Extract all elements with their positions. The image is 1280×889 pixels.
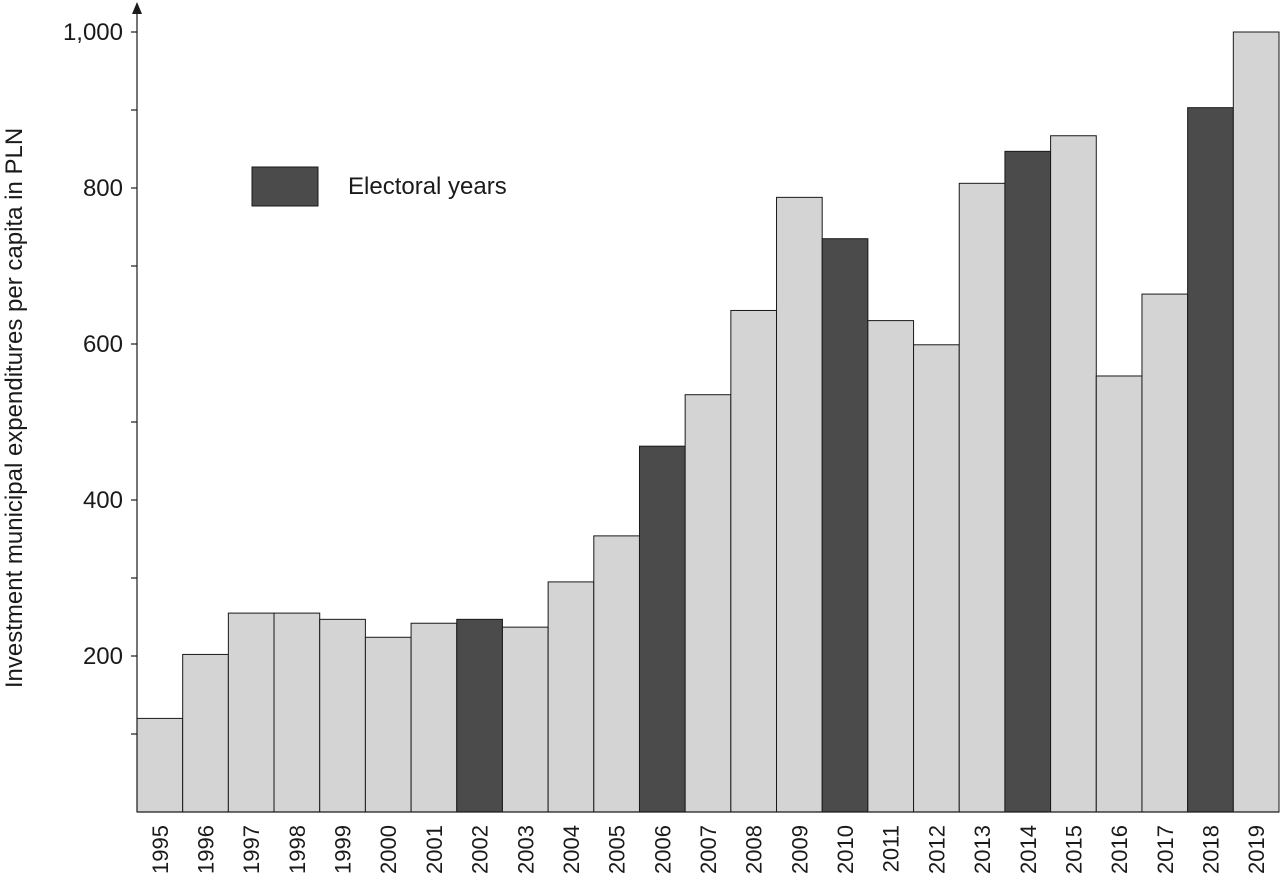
y-tick-label: 800 [83, 175, 123, 202]
bar-2013 [958, 182, 1006, 813]
x-tick-label: 1997 [239, 825, 264, 874]
x-tick-label: 2003 [513, 825, 538, 874]
bar-2012 [913, 344, 960, 813]
x-tick-label: 2018 [1198, 825, 1223, 874]
y-tick-label: 1,000 [63, 19, 123, 46]
bar-2005 [593, 535, 640, 813]
bar-2010 [821, 238, 869, 813]
bar-2001 [410, 622, 458, 813]
x-tick-label: 2002 [468, 825, 493, 874]
x-tick-label: 2015 [1061, 825, 1086, 874]
bar-2019 [1232, 31, 1280, 813]
bar-2011 [867, 320, 915, 813]
x-tick-label: 2008 [742, 825, 767, 874]
x-tick-label: 2016 [1107, 825, 1132, 874]
bar-2004 [547, 581, 595, 813]
bars-group [136, 31, 1280, 813]
x-tick-label: 1996 [194, 825, 219, 874]
bar-1997 [227, 612, 275, 813]
x-tick-label: 2000 [376, 825, 401, 874]
bar-1998 [273, 612, 321, 813]
legend-swatch-electoral [251, 166, 319, 207]
bar-2014 [1004, 150, 1052, 813]
y-tick-label: 400 [83, 487, 123, 514]
x-tick-label: 2013 [970, 825, 995, 874]
x-tick-label: 1999 [331, 825, 356, 874]
x-tick-label: 2014 [1016, 825, 1041, 874]
bar-1995 [136, 717, 184, 813]
bar-1999 [319, 618, 366, 813]
y-axis-label: Investment municipal expenditures per ca… [1, 128, 28, 688]
x-tick-label: 2010 [833, 825, 858, 874]
x-tick-label: 1998 [285, 825, 310, 874]
x-tick-label: 1995 [148, 825, 173, 874]
x-tick-label: 2012 [924, 825, 949, 874]
bar-2018 [1187, 107, 1234, 813]
y-axis-arrow-icon [132, 2, 142, 14]
axes-group [132, 2, 1279, 813]
x-tick-label: 2001 [422, 825, 447, 874]
x-tick-label: 2007 [696, 825, 721, 874]
x-labels-group: 1995 1996 1997 1998 1999 2000 2001 2002 2003 2004… [148, 825, 1269, 874]
x-tick-label: 2006 [650, 825, 675, 874]
legend-label: Electoral years [348, 173, 507, 200]
x-tick-label: 2005 [605, 825, 630, 874]
bar-2008 [730, 309, 778, 813]
x-tick-label: 2011 [879, 825, 904, 872]
y-tick-label: 600 [83, 331, 123, 358]
bar-2016 [1095, 375, 1143, 813]
legend: Electoral years [251, 166, 507, 207]
bar-2000 [364, 636, 412, 813]
bar-2017 [1141, 293, 1189, 813]
bar-2002 [456, 618, 503, 813]
bar-2003 [501, 626, 549, 813]
bar-2007 [684, 394, 732, 813]
bar-1996 [182, 653, 229, 813]
x-tick-label: 2017 [1153, 825, 1178, 874]
bar-2009 [776, 196, 823, 813]
y-ticks-group: 200 400 600 800 1,000 [63, 19, 137, 735]
bar-2015 [1050, 135, 1097, 813]
y-tick-label: 200 [83, 643, 123, 670]
x-tick-label: 2019 [1244, 825, 1269, 874]
x-tick-label: 2004 [559, 825, 584, 874]
x-tick-label: 2009 [787, 825, 812, 874]
bar-2006 [638, 445, 686, 813]
